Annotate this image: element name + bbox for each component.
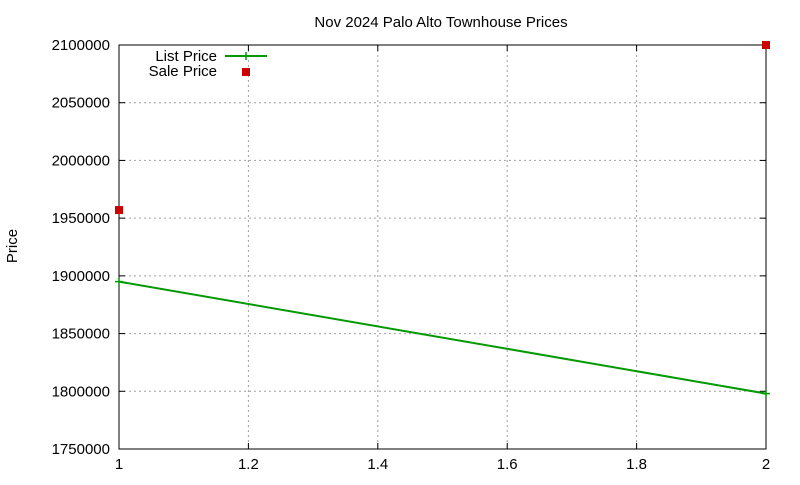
y-tick-label: 1950000 [52, 210, 110, 227]
x-axis-ticks: 1 1.2 1.4 1.6 1.8 2 [115, 45, 770, 473]
data-point [115, 206, 123, 215]
y-tick-label: 2100000 [52, 37, 110, 54]
axes [118, 44, 767, 450]
x-tick-label: 1.4 [367, 456, 388, 473]
x-tick-label: 1.2 [238, 456, 259, 473]
x-tick-label: 1.6 [497, 456, 518, 473]
legend-entry: Sale Price [149, 63, 250, 80]
legend-marker [242, 52, 250, 60]
y-tick-label: 1800000 [52, 383, 110, 400]
legend-label: Sale Price [149, 63, 217, 80]
series-line [118, 280, 767, 395]
x-tick-label: 1 [115, 456, 123, 473]
legend-marker [242, 68, 250, 76]
y-tick-label: 1900000 [52, 268, 110, 285]
legend-entry: List Price [155, 48, 267, 65]
legend-label: List Price [155, 48, 217, 65]
x-tick-label: 2 [762, 456, 770, 473]
y-tick-label: 2000000 [52, 152, 110, 169]
series-list-price [115, 277, 770, 398]
y-tick-label: 1850000 [52, 326, 110, 343]
data-point [762, 41, 770, 49]
series-sale-price [115, 41, 770, 215]
y-axis-ticks: 1750000 1800000 1850000 1900000 1950000 20000… [52, 37, 766, 458]
data-point [762, 389, 770, 398]
grid-lines [119, 45, 766, 449]
x-tick-label: 1.8 [626, 456, 647, 473]
data-point [115, 277, 123, 286]
y-axis-label: Price [4, 229, 21, 263]
y-tick-label: 1750000 [52, 441, 110, 458]
chart-title: Nov 2024 Palo Alto Townhouse Prices [314, 14, 567, 31]
plot-border [118, 44, 767, 450]
y-tick-label: 2050000 [52, 95, 110, 112]
data-series [115, 41, 770, 398]
